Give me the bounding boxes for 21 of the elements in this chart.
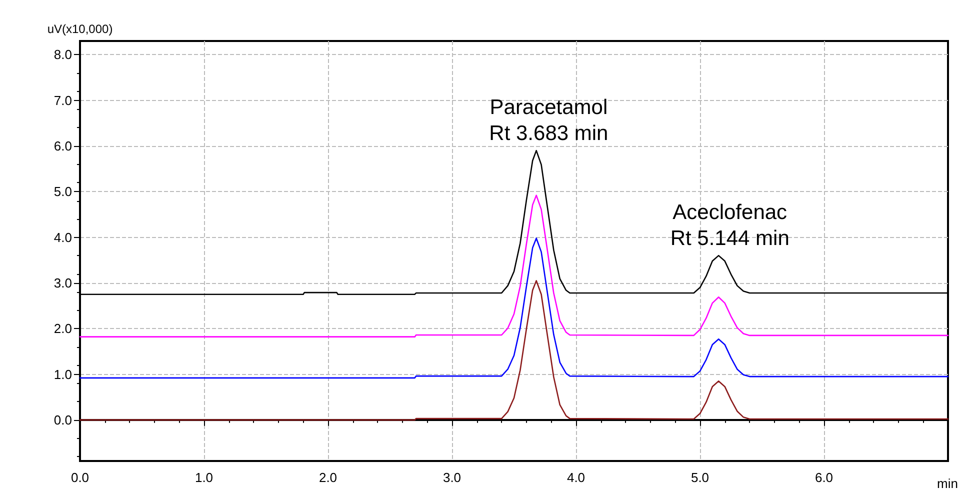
y-tick-label: 6.0 <box>54 138 72 154</box>
annotation: Aceclofenac Rt 5.144 min <box>670 201 790 250</box>
y-axis-title: uV(x10,000) <box>47 22 113 36</box>
x-tick-label: 3.0 <box>442 470 462 485</box>
y-tick-label: 4.0 <box>54 230 72 245</box>
x-tick-label: 0.0 <box>70 470 90 485</box>
x-tick-label: 1.0 <box>194 470 214 485</box>
y-tick-label: 7.0 <box>54 92 72 108</box>
x-axis-title: min <box>937 476 958 491</box>
line-series <box>79 194 949 338</box>
y-tick-label: 2.0 <box>54 321 72 336</box>
x-tick-label: 6.0 <box>814 470 834 485</box>
x-tick-label: 4.0 <box>566 470 586 485</box>
y-tick-label: 5.0 <box>54 184 72 200</box>
y-tick-label: 0.0 <box>54 412 72 428</box>
x-tick-label: 2.0 <box>318 470 338 485</box>
y-tick-label: 8.0 <box>54 47 72 62</box>
y-tick-label: 1.0 <box>54 366 72 382</box>
y-tick-label: 3.0 <box>54 275 72 290</box>
x-tick-label: 5.0 <box>690 470 710 485</box>
annotation: Paracetamol Rt 3.683 min <box>489 96 608 146</box>
